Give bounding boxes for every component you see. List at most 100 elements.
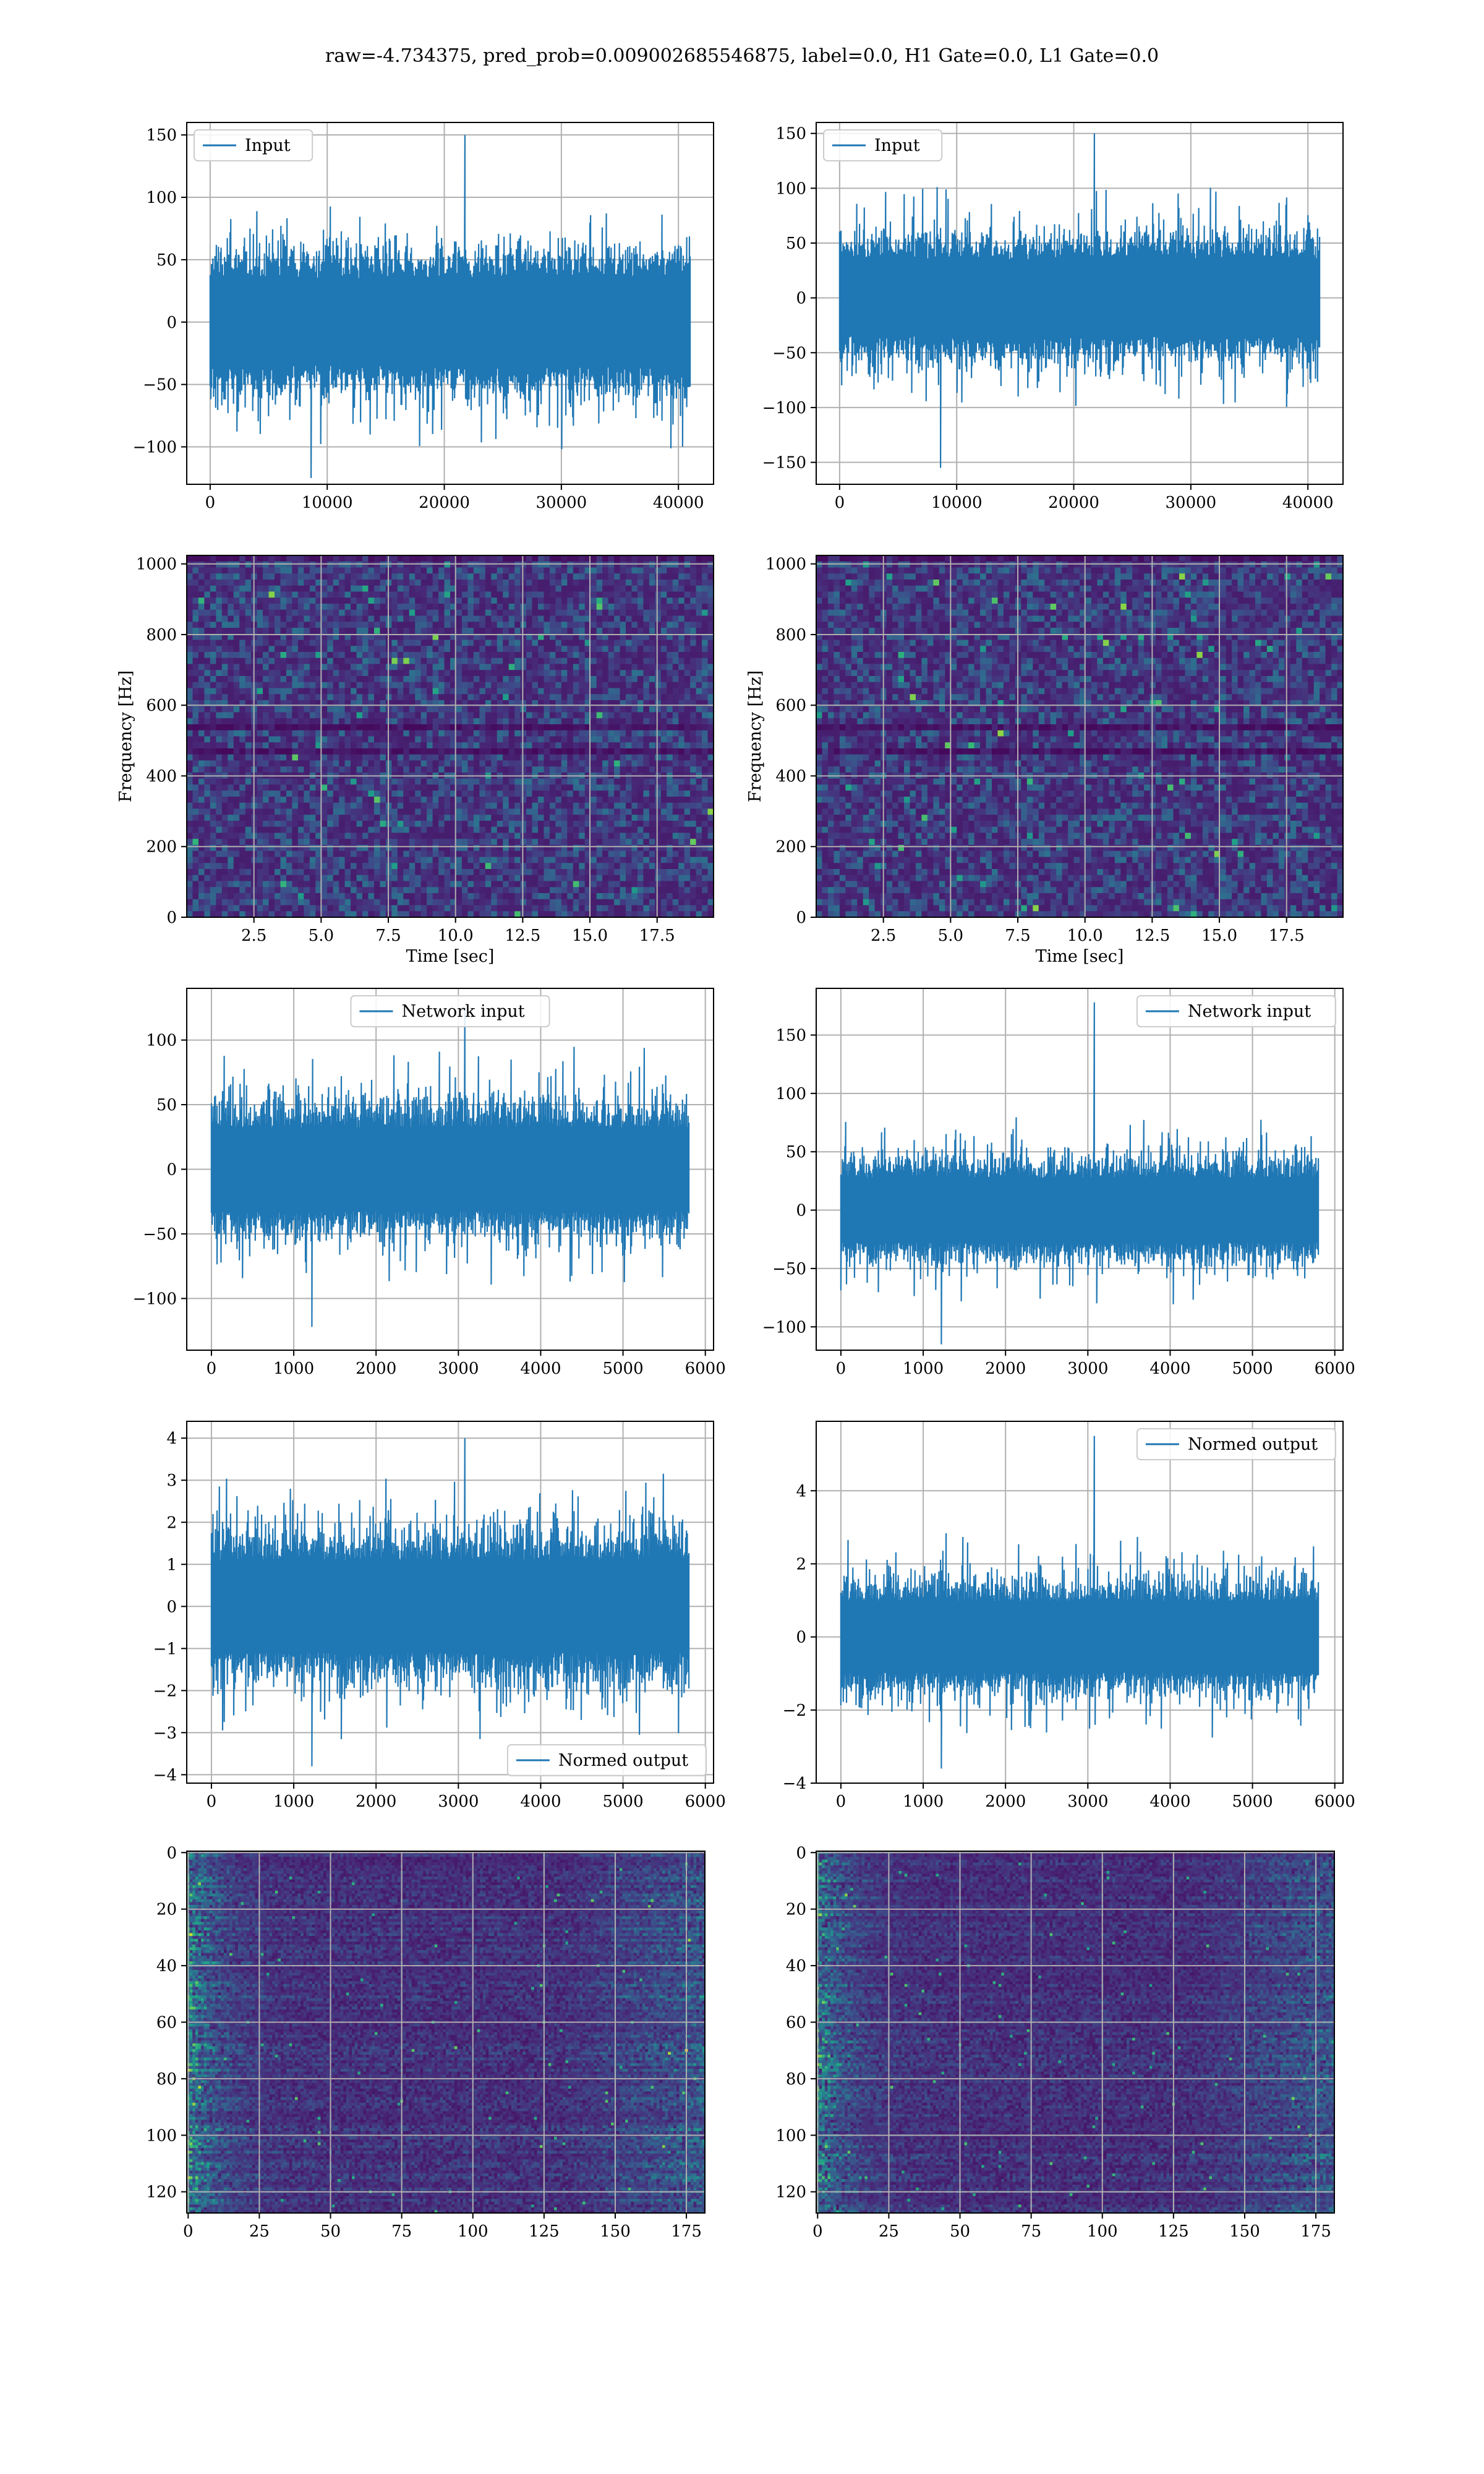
heatmap-cell [579, 833, 586, 839]
heatmap-cell [555, 863, 562, 870]
heatmap-cell [549, 657, 556, 665]
heatmap-cell [292, 815, 299, 821]
heatmap-cell [257, 736, 263, 743]
heatmap-cell [221, 640, 228, 646]
heatmap-cell [239, 676, 246, 683]
x-tick-label: 20000 [1048, 494, 1099, 512]
heatmap-cell [649, 555, 655, 562]
heatmap-cell [596, 869, 603, 876]
heatmap-cell [315, 881, 322, 888]
heatmap-cell [596, 580, 603, 586]
heatmap-cell [479, 597, 486, 604]
heatmap-cell [216, 826, 223, 834]
heatmap-cell [526, 802, 533, 810]
heatmap-cell [620, 646, 626, 653]
heatmap-cell [403, 815, 410, 821]
heatmap-cell [526, 718, 533, 725]
heatmap-cell [696, 676, 702, 683]
heatmap-cell [567, 754, 574, 761]
heatmap-cell [561, 778, 568, 785]
heatmap-cell [579, 760, 586, 767]
heatmap-cell [245, 784, 252, 791]
heatmap-cell [280, 833, 287, 839]
heatmap-cell [280, 609, 287, 617]
heatmap-cell [304, 657, 310, 665]
heatmap-cell [620, 766, 626, 773]
heatmap-cell [503, 718, 510, 725]
heatmap-cell [286, 881, 292, 888]
heatmap-cell [438, 760, 445, 767]
heatmap-cell [286, 597, 292, 604]
heatmap-cell [304, 561, 310, 568]
heatmap-cell [456, 875, 463, 882]
heatmap-cell [321, 826, 328, 834]
heatmap-cell [461, 604, 468, 610]
heatmap-cell [461, 730, 468, 737]
heatmap-cell [702, 694, 709, 701]
heatmap-cell [198, 821, 205, 828]
heatmap-cell [415, 652, 422, 659]
heatmap-cell [702, 850, 709, 858]
heatmap-cell [660, 839, 667, 845]
heatmap-cell [275, 881, 281, 888]
heatmap-cell [555, 706, 562, 713]
heatmap-cell [228, 839, 234, 845]
heatmap-cell [707, 622, 714, 628]
heatmap-cell [544, 850, 550, 858]
heatmap-cell [292, 585, 299, 593]
heatmap-cell [204, 881, 211, 888]
heatmap-cell [631, 730, 638, 737]
heatmap-cell [263, 706, 270, 713]
heatmap-cell [579, 609, 586, 617]
heatmap-cell [339, 815, 346, 821]
heatmap-cell [397, 591, 404, 598]
heatmap-cell [544, 736, 550, 743]
heatmap-cell [672, 694, 679, 701]
heatmap-cell [473, 561, 480, 568]
heatmap-cell [333, 604, 339, 610]
heatmap-cell [239, 622, 246, 628]
heatmap-cell [608, 640, 615, 646]
heatmap-cell [479, 682, 486, 689]
heatmap-cell [397, 826, 404, 834]
heatmap-cell [245, 730, 252, 737]
heatmap-cell [257, 718, 263, 725]
heatmap-cell [549, 850, 556, 858]
heatmap-cell [514, 615, 521, 622]
heatmap-cell [216, 555, 223, 562]
heatmap-cell [239, 712, 246, 719]
heatmap-cell [333, 730, 339, 737]
heatmap-cell [204, 633, 211, 641]
heatmap-cell [684, 646, 691, 653]
heatmap-cell [427, 718, 433, 725]
heatmap-cell [667, 567, 673, 574]
heatmap-cell [427, 609, 433, 617]
heatmap-cell [204, 700, 211, 707]
heatmap-cell [280, 652, 287, 659]
heatmap-cell [257, 652, 263, 659]
heatmap-cell [450, 615, 457, 622]
heatmap-cell [309, 604, 316, 610]
heatmap-cell [456, 561, 463, 568]
x-tick-label: 20000 [419, 494, 470, 512]
heatmap-cell [397, 833, 404, 839]
heatmap-cell [608, 555, 615, 562]
heatmap-cell [286, 766, 292, 773]
heatmap-cell [415, 676, 422, 683]
heatmap-cell [584, 857, 591, 863]
heatmap-cell [280, 742, 287, 749]
heatmap-cell [292, 718, 299, 725]
heatmap-cell [432, 628, 439, 635]
heatmap-cell [397, 628, 404, 635]
heatmap-cell [321, 670, 328, 677]
heatmap-cell [643, 802, 650, 810]
heatmap-cell [514, 826, 521, 834]
heatmap-cell [667, 736, 673, 743]
heatmap-cell [707, 742, 714, 749]
heatmap-cell [216, 821, 223, 828]
heatmap-cell [491, 657, 498, 665]
heatmap-cell [403, 845, 410, 852]
heatmap-cell [373, 760, 380, 767]
heatmap-cell [584, 742, 591, 749]
heatmap-cell [485, 706, 492, 713]
